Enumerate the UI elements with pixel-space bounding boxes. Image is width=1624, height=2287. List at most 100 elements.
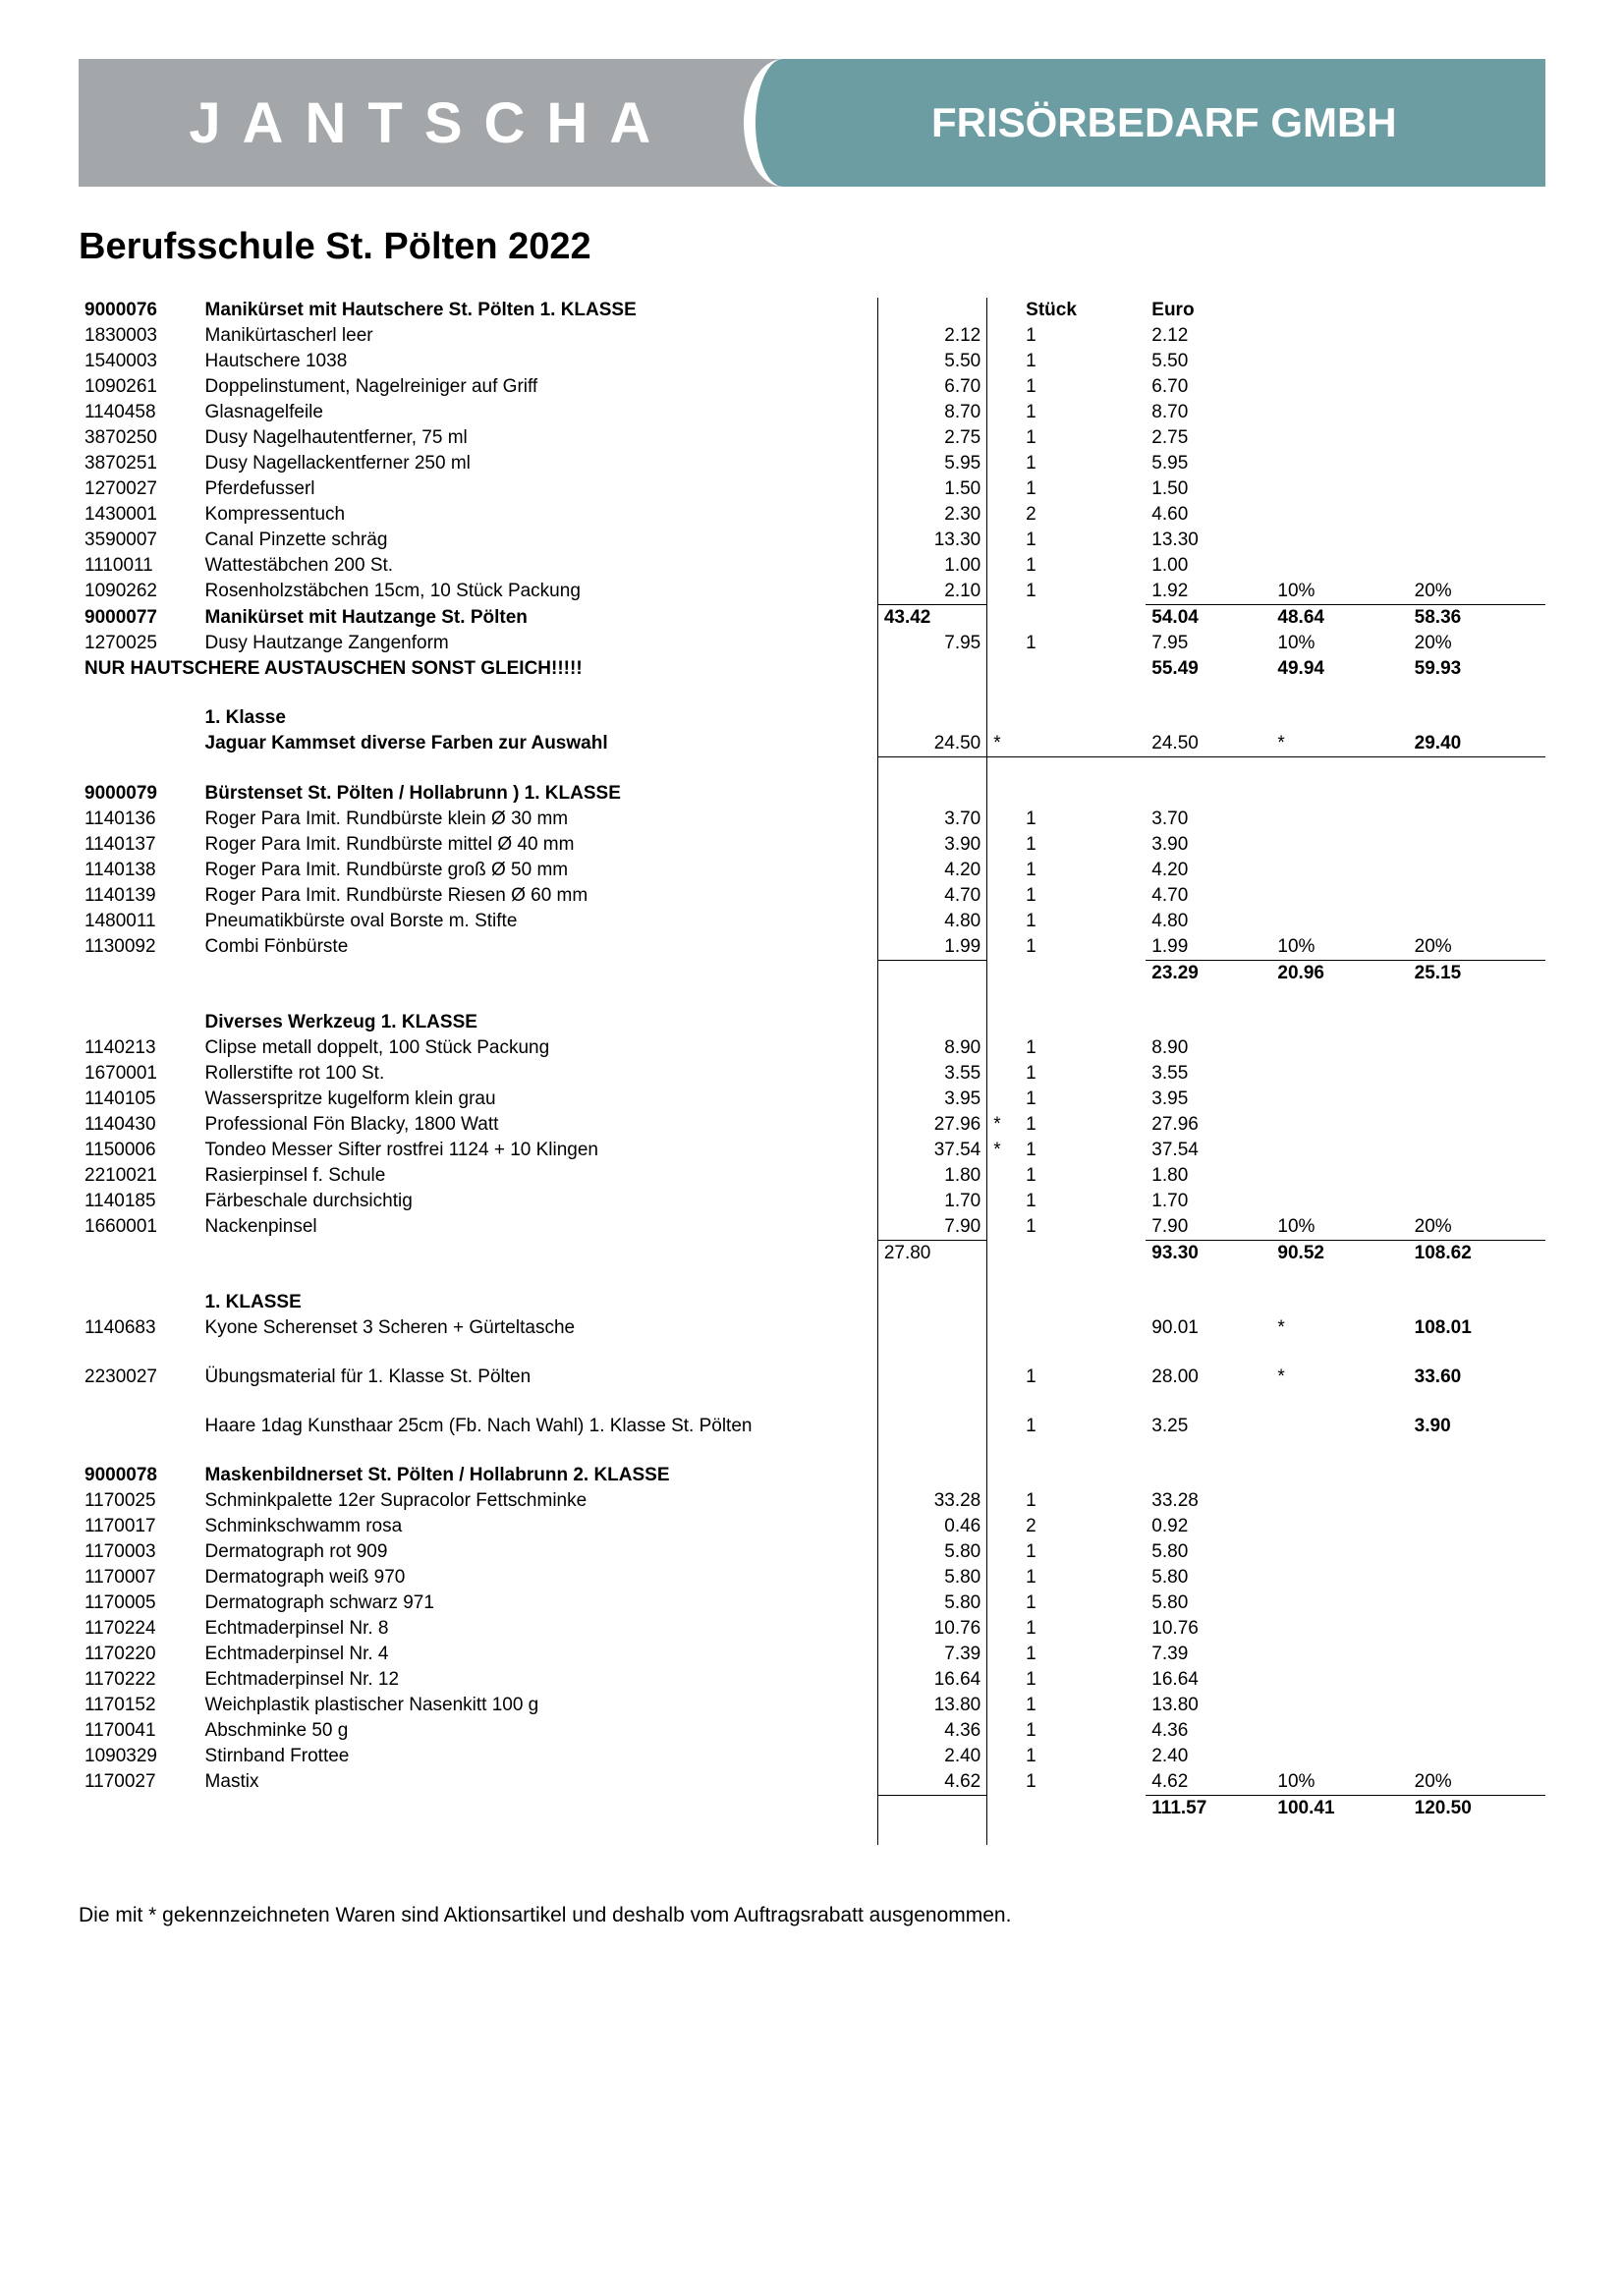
cell bbox=[877, 1365, 986, 1390]
cell: 4.20 bbox=[877, 858, 986, 883]
cell: Dusy Nagelhautentferner, 75 ml bbox=[199, 425, 878, 451]
cell bbox=[987, 502, 1020, 528]
row: 1170017Schminkschwamm rosa0.4620.92 bbox=[79, 1514, 1545, 1539]
cell bbox=[1271, 451, 1408, 476]
cell bbox=[1409, 1010, 1545, 1035]
cell bbox=[987, 1390, 1020, 1414]
cell bbox=[1409, 1087, 1545, 1112]
cell: 1110011 bbox=[79, 553, 199, 579]
row bbox=[79, 1266, 1545, 1290]
cell bbox=[79, 1010, 199, 1035]
cell: 1 bbox=[1020, 1693, 1146, 1718]
cell bbox=[1409, 374, 1545, 400]
cell: 8.90 bbox=[1146, 1035, 1271, 1061]
row: 2210021Rasierpinsel f. Schule1.8011.80 bbox=[79, 1163, 1545, 1189]
cell bbox=[987, 1616, 1020, 1642]
cell bbox=[1271, 858, 1408, 883]
cell bbox=[877, 757, 986, 782]
row: 1140430Professional Fön Blacky, 1800 Wat… bbox=[79, 1112, 1545, 1138]
cell bbox=[1271, 1616, 1408, 1642]
cell: 4.80 bbox=[1146, 909, 1271, 934]
cell bbox=[1271, 1539, 1408, 1565]
cell bbox=[987, 1796, 1020, 1822]
cell bbox=[877, 1010, 986, 1035]
cell: 29.40 bbox=[1409, 731, 1545, 757]
cell bbox=[1271, 1266, 1408, 1290]
cell bbox=[1409, 781, 1545, 807]
cell bbox=[1271, 1035, 1408, 1061]
cell bbox=[987, 1539, 1020, 1565]
row: 1140138Roger Para Imit. Rundbürste groß … bbox=[79, 858, 1545, 883]
cell bbox=[1409, 1138, 1545, 1163]
cell bbox=[987, 858, 1020, 883]
cell: 2.40 bbox=[1146, 1744, 1271, 1769]
cell: 5.80 bbox=[1146, 1565, 1271, 1590]
row bbox=[79, 1821, 1545, 1845]
cell: 6.70 bbox=[877, 374, 986, 400]
cell: 2.40 bbox=[877, 1744, 986, 1769]
cell: 5.95 bbox=[877, 451, 986, 476]
cell bbox=[79, 961, 199, 987]
row: 1130092Combi Fönbürste1.9911.9910%20% bbox=[79, 934, 1545, 961]
cell bbox=[987, 1642, 1020, 1667]
cell: 1 bbox=[1020, 832, 1146, 858]
cell: 59.93 bbox=[1409, 656, 1545, 682]
cell: 1270027 bbox=[79, 476, 199, 502]
cell bbox=[199, 1439, 878, 1463]
cell bbox=[1146, 1439, 1271, 1463]
cell: 1 bbox=[1020, 349, 1146, 374]
cell: 13.30 bbox=[1146, 528, 1271, 553]
cell bbox=[1409, 476, 1545, 502]
cell: Stück bbox=[1020, 298, 1146, 323]
cell: 1170220 bbox=[79, 1642, 199, 1667]
cell: 1.99 bbox=[877, 934, 986, 961]
cell bbox=[1271, 1010, 1408, 1035]
cell: 1140683 bbox=[79, 1315, 199, 1341]
cell: 1 bbox=[1020, 1539, 1146, 1565]
cell bbox=[987, 757, 1020, 782]
cell bbox=[987, 961, 1020, 987]
cell bbox=[1409, 425, 1545, 451]
cell: Manikürset mit Hautschere St. Pölten 1. … bbox=[199, 298, 878, 323]
row: 1170003Dermatograph rot 9095.8015.80 bbox=[79, 1539, 1545, 1565]
row: 1170222Echtmaderpinsel Nr. 1216.64116.64 bbox=[79, 1667, 1545, 1693]
cell: 3.55 bbox=[1146, 1061, 1271, 1087]
cell: 1 bbox=[1020, 553, 1146, 579]
cell: 4.80 bbox=[877, 909, 986, 934]
cell: 20% bbox=[1409, 934, 1545, 961]
cell: 2.12 bbox=[1146, 323, 1271, 349]
cell: 1.80 bbox=[1146, 1163, 1271, 1189]
cell bbox=[1271, 682, 1408, 705]
cell bbox=[79, 731, 199, 757]
cell: Manikürtascherl leer bbox=[199, 323, 878, 349]
cell: 2.75 bbox=[1146, 425, 1271, 451]
cell bbox=[199, 1390, 878, 1414]
cell: 1170017 bbox=[79, 1514, 199, 1539]
cell: Tondeo Messer Sifter rostfrei 1124 + 10 … bbox=[199, 1138, 878, 1163]
cell bbox=[987, 1163, 1020, 1189]
cell: Maskenbildnerset St. Pölten / Hollabrunn… bbox=[199, 1463, 878, 1488]
cell bbox=[1409, 909, 1545, 934]
cell bbox=[877, 1463, 986, 1488]
row: 1430001Kompressentuch2.3024.60 bbox=[79, 502, 1545, 528]
cell: 1090329 bbox=[79, 1744, 199, 1769]
cell: 1. Klasse bbox=[199, 705, 878, 731]
cell: * bbox=[987, 1112, 1020, 1138]
cell bbox=[877, 1290, 986, 1315]
cell: 33.28 bbox=[877, 1488, 986, 1514]
row: 1830003Manikürtascherl leer2.1212.12 bbox=[79, 323, 1545, 349]
cell bbox=[877, 986, 986, 1010]
cell: 1 bbox=[1020, 323, 1146, 349]
cell: 7.90 bbox=[877, 1214, 986, 1241]
cell bbox=[79, 705, 199, 731]
cell: 13.80 bbox=[877, 1693, 986, 1718]
cell: 1 bbox=[1020, 1365, 1146, 1390]
cell bbox=[1409, 883, 1545, 909]
row: 1140683Kyone Scherenset 3 Scheren + Gürt… bbox=[79, 1315, 1545, 1341]
cell: 1170222 bbox=[79, 1667, 199, 1693]
cell bbox=[1271, 374, 1408, 400]
cell: 3.70 bbox=[877, 807, 986, 832]
cell: Abschminke 50 g bbox=[199, 1718, 878, 1744]
cell bbox=[199, 1796, 878, 1822]
cell: Echtmaderpinsel Nr. 4 bbox=[199, 1642, 878, 1667]
